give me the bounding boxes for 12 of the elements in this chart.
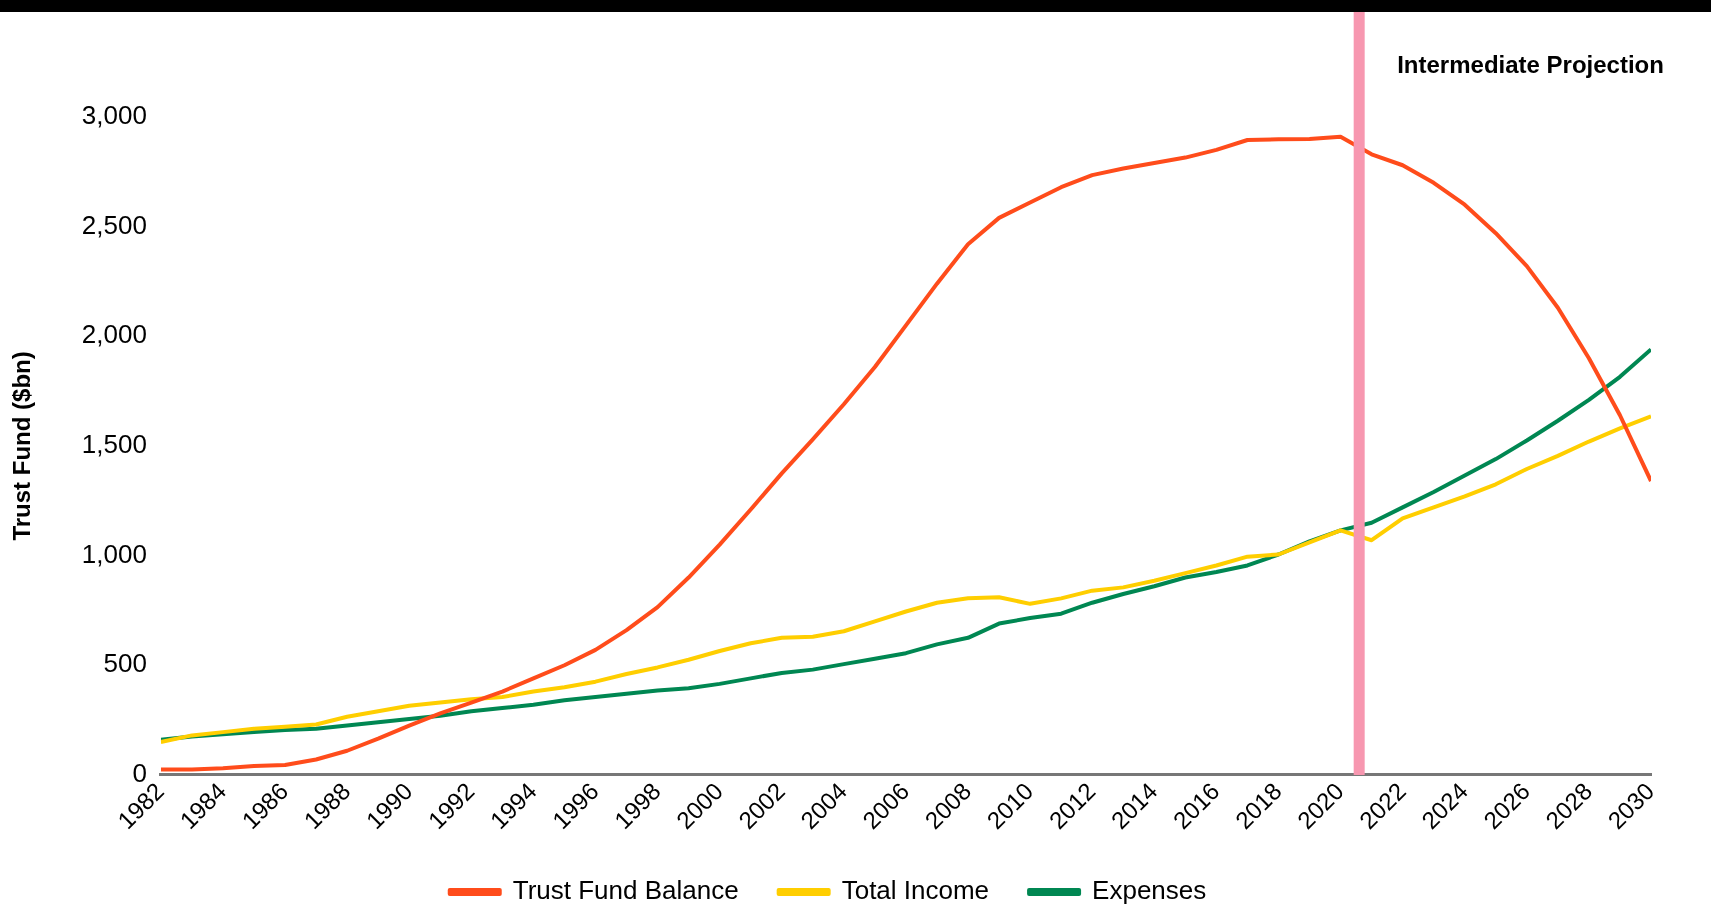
legend-label: Expenses	[1092, 875, 1207, 906]
y-tick-label: 1,000	[81, 538, 147, 569]
y-axis-title: Trust Fund ($bn)	[8, 351, 36, 541]
y-tick-label: 2,500	[81, 209, 147, 240]
ref-line-label: Intermediate Projection	[1397, 50, 1664, 78]
y-tick-label: 1,500	[81, 429, 147, 460]
y-tick-label: 3,000	[81, 100, 147, 131]
y-tick-label: 500	[103, 648, 147, 679]
legend-label: Total Income	[841, 875, 990, 906]
y-tick-label: 2,000	[81, 319, 147, 350]
y-tick-label: 0	[132, 758, 147, 789]
legend-label: Trust Fund Balance	[512, 875, 739, 906]
